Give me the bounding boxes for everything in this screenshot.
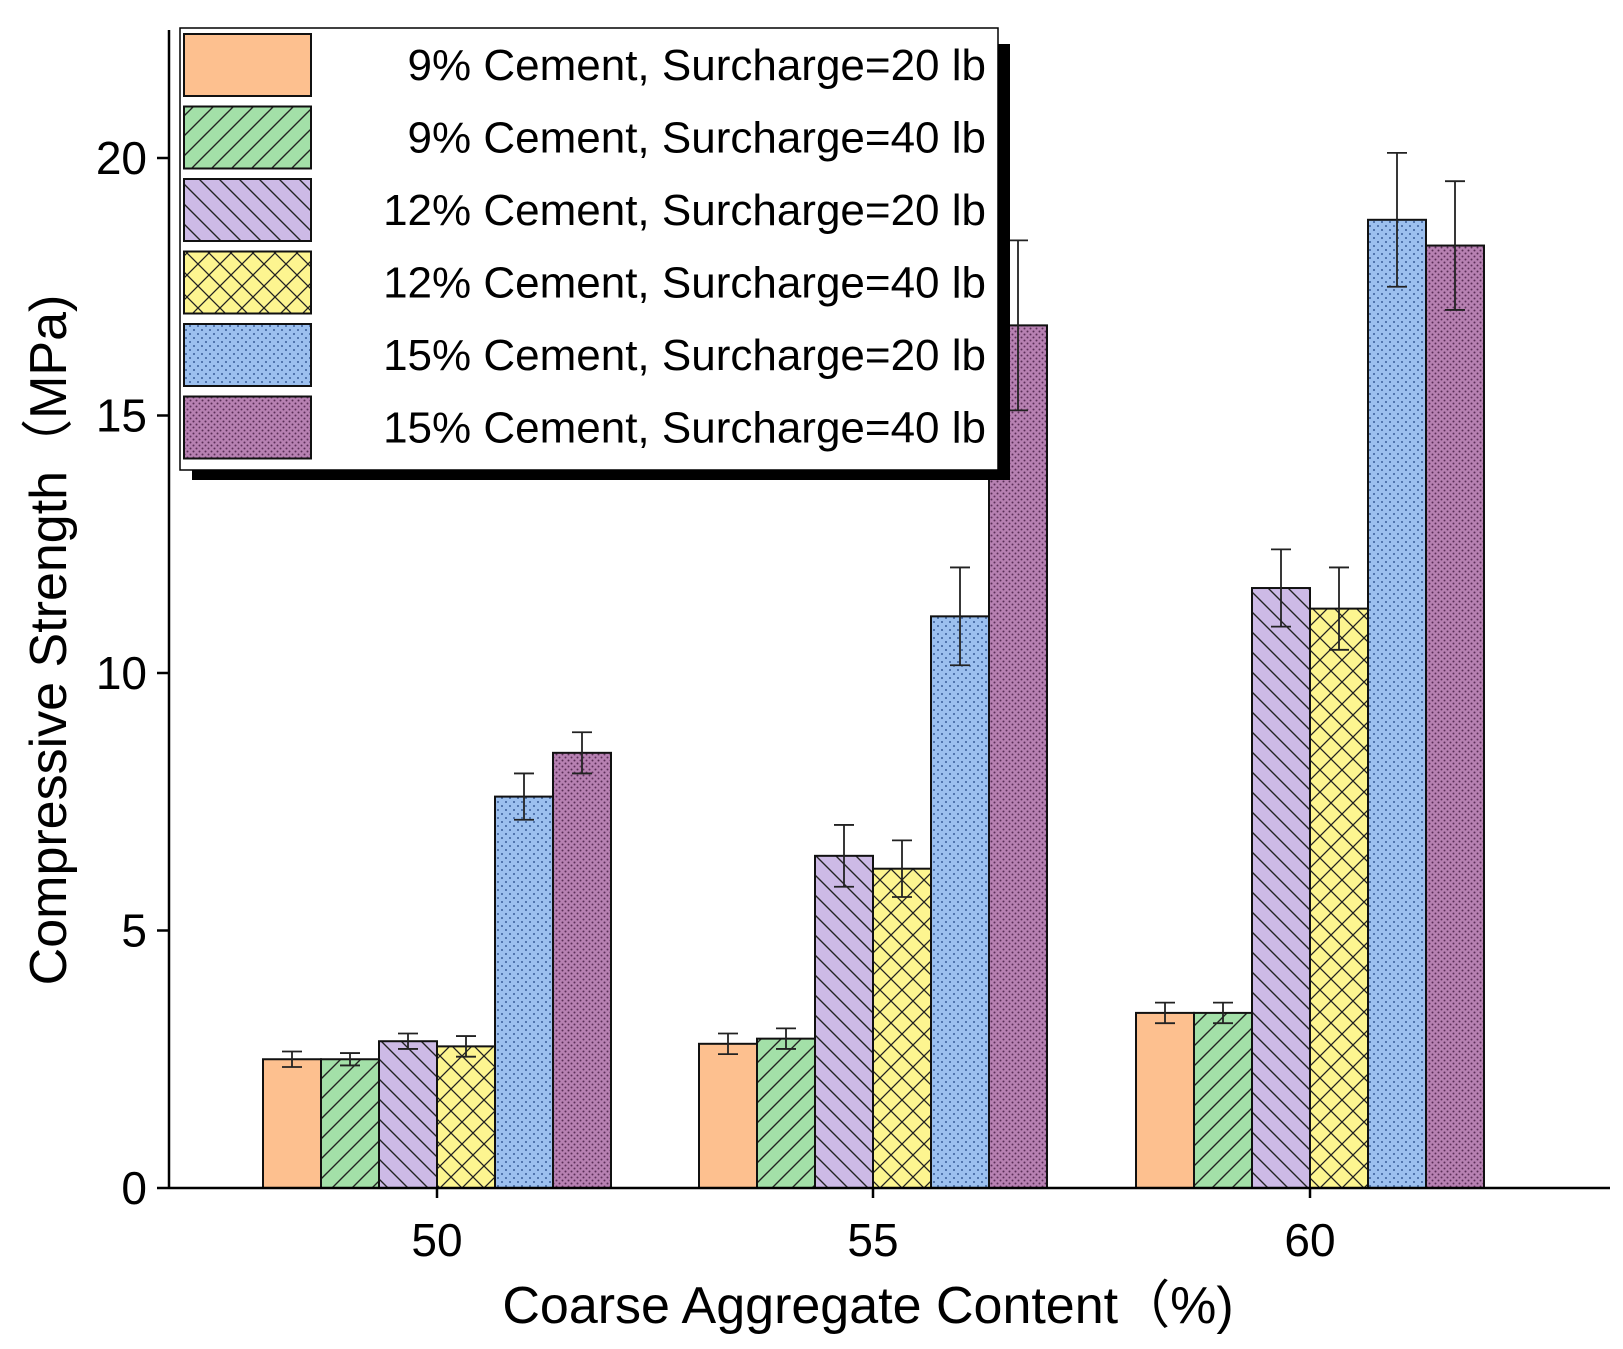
- legend-label: 15% Cement, Surcharge=20 lb: [383, 331, 986, 380]
- y-axis-title: Compressive Strength（MPa): [20, 295, 78, 986]
- legend-swatch-outline: [183, 178, 312, 242]
- legend-swatch-pattern: [184, 251, 311, 314]
- y-tick-label-5: 5: [121, 905, 147, 957]
- x-tick-label-60: 60: [1284, 1214, 1335, 1266]
- bar-pattern-12-cement-surcharge-40-lb-60: [1310, 608, 1368, 1188]
- series-12-cement-surcharge-20-lb: [378, 548, 1311, 1189]
- bars-layer: [262, 151, 1485, 1190]
- y-tick-label-0: 0: [121, 1162, 147, 1214]
- legend-item-12-cement-surcharge-20-lb: 12% Cement, Surcharge=20 lb: [183, 178, 986, 242]
- legend-swatch-outline: [183, 250, 312, 315]
- legend-swatch-pattern: [184, 106, 311, 169]
- legend-item-9-cement-surcharge-20-lb: 9% Cement, Surcharge=20 lb: [183, 33, 986, 97]
- x-tick-label-55: 55: [847, 1214, 898, 1266]
- y-ticks: 0 5 10 15 20: [96, 132, 169, 1214]
- legend-swatch-pattern: [184, 179, 311, 241]
- x-axis-title: Coarse Aggregate Content（%): [502, 1277, 1233, 1335]
- legend-swatch-outline: [183, 323, 312, 387]
- legend-label: 15% Cement, Surcharge=40 lb: [383, 404, 986, 453]
- bar-pattern-15-cement-surcharge-20-lb-50: [495, 796, 553, 1188]
- y-tick-label-15: 15: [96, 390, 147, 442]
- legend-swatch-outline: [183, 105, 312, 170]
- legend-item-9-cement-surcharge-40-lb: 9% Cement, Surcharge=40 lb: [183, 105, 986, 170]
- bar-pattern-9-cement-surcharge-40-lb-55: [757, 1038, 815, 1188]
- x-tick-label-50: 50: [411, 1214, 462, 1266]
- bar-pattern-9-cement-surcharge-40-lb-50: [321, 1059, 379, 1188]
- series-15-cement-surcharge-40-lb: [552, 180, 1485, 1190]
- y-tick-label-20: 20: [96, 132, 147, 184]
- legend-swatch-pattern: [184, 324, 311, 386]
- bar-9-cement-surcharge-20-lb-50: [263, 1059, 321, 1188]
- legend-item-15-cement-surcharge-20-lb: 15% Cement, Surcharge=20 lb: [183, 323, 986, 387]
- bar-pattern-12-cement-surcharge-20-lb-60: [1252, 588, 1310, 1188]
- legend-item-12-cement-surcharge-40-lb: 12% Cement, Surcharge=40 lb: [183, 250, 986, 315]
- bar-pattern-15-cement-surcharge-20-lb-55: [931, 616, 989, 1188]
- legend: 9% Cement, Surcharge=20 lb 9% Cement, Sur…: [179, 27, 1010, 480]
- bar-pattern-15-cement-surcharge-40-lb-50: [553, 752, 611, 1188]
- bar-pattern-9-cement-surcharge-40-lb-60: [1194, 1012, 1252, 1188]
- axes: [167, 30, 1610, 1190]
- series-12-cement-surcharge-40-lb: [436, 566, 1369, 1189]
- x-ticks: 50 55 60: [411, 1188, 1336, 1266]
- series-9-cement-surcharge-20-lb: [262, 1001, 1195, 1190]
- legend-item-15-cement-surcharge-40-lb: 15% Cement, Surcharge=40 lb: [183, 395, 986, 460]
- legend-swatch-pattern: [184, 396, 311, 459]
- bar-pattern-12-cement-surcharge-20-lb-55: [815, 855, 873, 1188]
- legend-swatch-outline: [183, 395, 312, 460]
- legend-label: 12% Cement, Surcharge=40 lb: [383, 259, 986, 308]
- bar-pattern-15-cement-surcharge-20-lb-60: [1368, 219, 1426, 1189]
- bar-pattern-12-cement-surcharge-20-lb-50: [379, 1041, 437, 1188]
- bar-9-cement-surcharge-20-lb-60: [1136, 1012, 1194, 1188]
- legend-swatch-outline: [183, 33, 312, 97]
- y-tick-label-10: 10: [96, 647, 147, 699]
- legend-label: 12% Cement, Surcharge=20 lb: [383, 186, 986, 235]
- bar-pattern-15-cement-surcharge-40-lb-60: [1426, 245, 1484, 1189]
- legend-label: 9% Cement, Surcharge=20 lb: [408, 41, 986, 90]
- legend-label: 9% Cement, Surcharge=40 lb: [408, 114, 986, 163]
- legend-box: [179, 27, 999, 471]
- legend-items: 9% Cement, Surcharge=20 lb 9% Cement, Sur…: [183, 33, 986, 460]
- bar-pattern-12-cement-surcharge-40-lb-50: [437, 1046, 495, 1188]
- bar-pattern-12-cement-surcharge-40-lb-55: [873, 868, 931, 1188]
- legend-swatch: [184, 34, 311, 96]
- bar-9-cement-surcharge-20-lb-55: [699, 1043, 757, 1188]
